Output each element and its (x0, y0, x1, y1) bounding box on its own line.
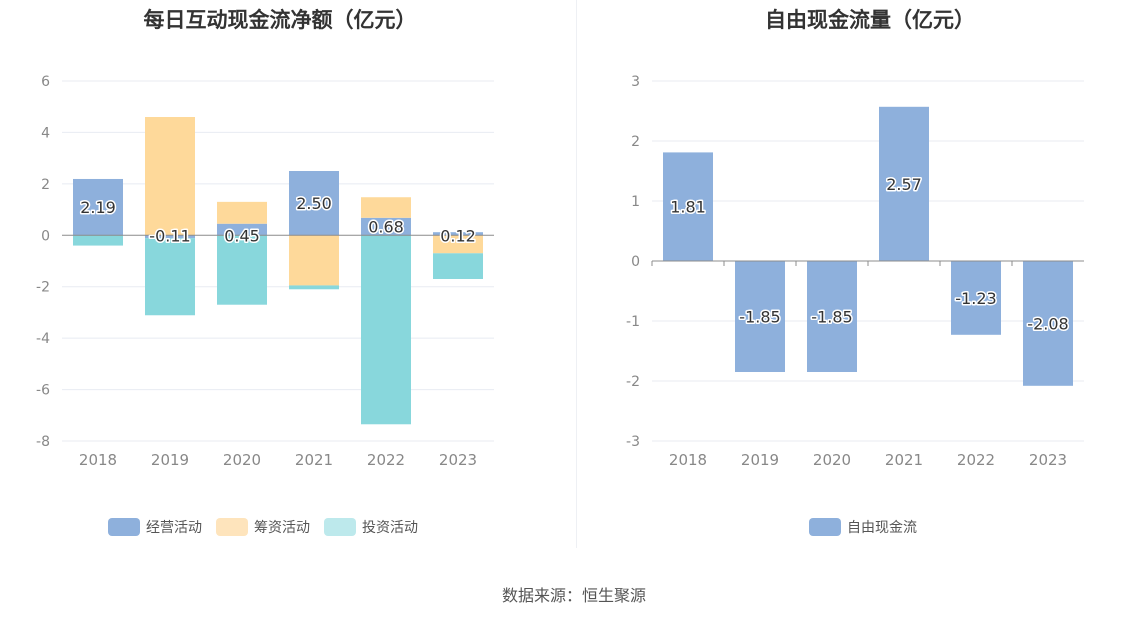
left-bar-2021-2 (289, 285, 339, 290)
legend-swatch-investing (324, 518, 356, 536)
left-bar-2020-2 (217, 235, 267, 305)
right-y-tick-label: 1 (631, 194, 640, 210)
left-data-label: 0.68 (368, 218, 404, 237)
left-bar-2018-0 (73, 178, 123, 236)
right-data-label: -2.08 (1027, 314, 1068, 333)
legend-label-investing: 投资活动 (362, 520, 418, 536)
right-data-label: -1.85 (811, 308, 852, 327)
left-y-tick-label: -2 (36, 280, 50, 296)
left-bar-2022-2 (361, 235, 411, 425)
left-x-tick-label: 2020 (223, 451, 261, 469)
right-bar-2018-0 (663, 152, 713, 261)
right-y-tick-label: 3 (631, 74, 640, 90)
legend-swatch-financing (216, 518, 248, 536)
legend-label-financing: 筹资活动 (254, 520, 310, 536)
right-chart-title: 自由现金流量（亿元） (765, 8, 975, 32)
left-y-tick-label: 4 (41, 125, 50, 141)
left-x-tick-label: 2018 (79, 451, 117, 469)
right-x-tick-label: 2019 (741, 451, 779, 469)
right-data-label: -1.85 (739, 308, 780, 327)
left-bar-2021-0 (289, 171, 339, 236)
legend-item-operating[interactable]: 经营活动 (108, 517, 202, 537)
left-bar-2022-1 (361, 197, 411, 218)
left-bar-2023-0 (433, 232, 483, 236)
legend-item-investing[interactable]: 投资活动 (324, 517, 418, 537)
right-y-tick-label: 0 (631, 254, 640, 270)
left-x-tick-label: 2023 (439, 451, 477, 469)
left-data-label: 0.12 (440, 226, 476, 245)
right-data-label: 1.81 (670, 198, 706, 217)
legend-swatch-operating (108, 518, 140, 536)
chart-divider (576, 0, 577, 548)
right-x-tick-label: 2022 (957, 451, 995, 469)
left-bar-2022-0 (361, 217, 411, 236)
right-bar-2022-0 (951, 261, 1001, 335)
left-bar-2020-0 (217, 223, 267, 236)
left-data-label: -0.11 (149, 226, 190, 245)
left-data-label: 2.19 (80, 198, 116, 217)
right-data-label: 2.57 (886, 175, 922, 194)
right-bar-2021-0 (879, 106, 929, 261)
left-bar-2019-1 (145, 117, 195, 236)
right-x-tick-label: 2023 (1029, 451, 1067, 469)
left-x-tick-label: 2019 (151, 451, 189, 469)
right-y-tick-label: -1 (626, 314, 640, 330)
left-data-label: 0.45 (224, 226, 260, 245)
left-chart-legend: 经营活动 筹资活动 投资活动 (108, 517, 418, 537)
left-y-tick-label: 2 (41, 177, 50, 193)
right-bar-2023-0 (1023, 261, 1073, 386)
legend-item-financing[interactable]: 筹资活动 (216, 517, 310, 537)
right-chart-legend: 自由现金流 (809, 517, 917, 537)
left-chart-title: 每日互动现金流净额（亿元） (143, 8, 417, 32)
left-bar-2023-2 (433, 253, 483, 279)
left-data-label: 2.50 (296, 194, 332, 213)
data-source-note: 数据来源：恒生聚源 (501, 586, 646, 605)
right-x-tick-label: 2018 (669, 451, 707, 469)
left-y-tick-label: 0 (41, 228, 50, 244)
left-bar-2019-0 (145, 235, 195, 239)
left-bar-2023-1 (433, 235, 483, 254)
legend-swatch-free-cash-flow (809, 518, 841, 536)
left-bar-2020-1 (217, 201, 267, 224)
left-bar-2021-1 (289, 235, 339, 286)
legend-item-free-cash-flow[interactable]: 自由现金流 (809, 517, 917, 537)
left-bar-2018-2 (73, 235, 123, 246)
right-x-tick-label: 2021 (885, 451, 923, 469)
left-y-tick-label: -4 (36, 331, 50, 347)
left-y-tick-label: -8 (36, 434, 50, 450)
legend-label-operating: 经营活动 (146, 520, 202, 536)
right-y-tick-label: -2 (626, 374, 640, 390)
left-y-tick-label: -6 (36, 383, 50, 399)
left-x-tick-label: 2021 (295, 451, 333, 469)
left-bar-2019-2 (145, 238, 195, 316)
left-x-tick-label: 2022 (367, 451, 405, 469)
right-y-tick-label: 2 (631, 134, 640, 150)
right-bar-2019-0 (735, 261, 785, 372)
right-x-tick-label: 2020 (813, 451, 851, 469)
right-data-label: -1.23 (955, 289, 996, 308)
left-y-tick-label: 6 (41, 74, 50, 90)
legend-label-free-cash-flow: 自由现金流 (847, 520, 917, 536)
right-bar-2020-0 (807, 261, 857, 372)
right-y-tick-label: -3 (626, 434, 640, 450)
